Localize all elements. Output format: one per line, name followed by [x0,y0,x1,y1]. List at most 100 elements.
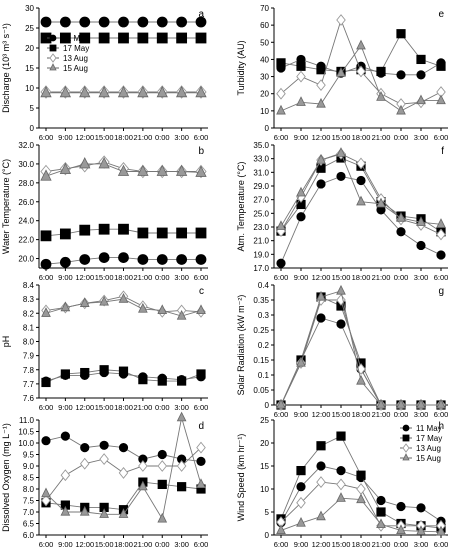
data-point [176,411,187,422]
x-tick-label: 9:00 [58,403,73,412]
legend-marker [402,434,410,442]
x-tick-label: 6:00 [194,273,209,282]
y-axis-title: Water Temperature (°C) [1,159,11,254]
y-tick-label: 15 [25,64,34,73]
y-axis-title: Solar Radiation (kW m⁻²) [236,295,246,396]
data-point [195,165,207,177]
y-tick-label: 17.0 [253,264,269,273]
data-point [376,495,386,506]
x-tick-label: 9:00 [58,133,73,142]
data-point [276,524,286,534]
x-tick-label: 0:00 [155,540,170,549]
x-tick-label: 3:00 [174,403,189,412]
y-tick-label: 8.4 [23,281,35,290]
x-tick-label: 18:00 [114,273,133,282]
x-tick-label: 12:00 [312,133,331,142]
data-point [336,431,346,441]
data-point [396,501,406,512]
data-point [176,309,187,320]
panel-c: 7.6 7.7 7.8 7.9 8.0 8.1 8.2 8.3 8.4 6:00 9:00 12:00… [1,281,208,412]
x-tick-label: 6:00 [434,410,449,419]
y-tick-label: 7.0 [23,508,35,517]
x-tick-label: 9:00 [294,133,309,142]
y-tick-label: 0.4 [258,281,270,290]
data-point [60,369,70,379]
data-point [137,85,149,98]
data-point [176,16,188,28]
y-tick-label: 25 [25,24,34,33]
data-point [195,16,207,28]
data-point [296,356,306,367]
data-point [175,164,188,176]
data-point [176,32,188,44]
data-point [156,164,168,176]
data-point [436,94,446,105]
data-point [156,16,168,28]
legend-marker [49,34,57,42]
data-point [316,97,326,108]
panel-g: 0 0.05 0.1 0.15 0.2 0.25 0.3 0.35 0.4 6:00 9:00 12:… [236,281,448,419]
data-point [176,227,188,239]
x-tick-label: 15:00 [95,273,114,282]
y-tick-label: 30 [260,73,269,82]
y-tick-label: 0 [265,124,270,133]
data-point [40,85,52,98]
y-tick-label: 20 [260,439,269,448]
data-point [79,224,91,236]
data-point [416,54,426,65]
data-point [79,457,90,470]
y-tick-label: 8.3 [23,295,35,304]
y-axis-title: Atm. Temperature (°C) [236,162,246,252]
data-point [396,104,406,115]
y-tick-label: 35.0 [253,141,269,150]
x-tick-label: 12:00 [312,273,331,282]
x-tick-label: 6:00 [434,540,449,549]
data-point [60,469,71,482]
data-point [99,508,109,518]
data-point [416,94,426,105]
y-tick-label: 10 [260,107,269,116]
y-tick-label: 6.0 [23,531,35,540]
y-tick-label: 11.0 [19,416,35,425]
data-point [296,212,306,222]
data-point [79,85,91,98]
y-tick-label: 25.0 [253,209,269,218]
x-tick-label: 6:00 [434,273,449,282]
legend-marker [402,424,410,432]
data-point [356,374,366,385]
x-tick-label: 18:00 [352,273,371,282]
y-tick-label: 5 [30,104,35,113]
data-point [80,442,90,453]
x-tick-label: 9:00 [294,410,309,419]
y-tick-label: 8.1 [23,323,35,332]
data-point [396,212,406,222]
y-axis-title: pH [1,336,11,348]
data-point [196,456,206,466]
x-tick-label: 21:00 [372,273,391,282]
x-tick-label: 12:00 [75,403,94,412]
data-point [416,525,426,535]
x-tick-label: 6:00 [274,133,289,142]
x-tick-label: 18:00 [352,540,371,549]
y-tick-label: 0.1 [258,371,270,380]
y-tick-label: 29.0 [253,182,269,191]
x-tick-label: 3:00 [414,273,429,282]
legend-marker [402,443,410,453]
data-point [396,398,406,409]
data-point [157,304,168,315]
data-point [176,254,188,265]
y-tick-label: 0.15 [253,356,269,365]
data-point [138,460,148,472]
y-tick-label: 30.0 [18,160,34,169]
y-tick-label: 8.0 [23,338,35,347]
legend-label: 11 May [416,424,442,433]
y-tick-label: 20.0 [18,255,34,264]
y-tick-label: 0 [265,531,270,540]
panel-letter: a [198,9,204,20]
y-tick-label: 5 [265,508,270,517]
x-tick-label: 21:00 [372,410,391,419]
y-tick-label: 0.25 [253,326,269,335]
data-point [316,79,326,92]
